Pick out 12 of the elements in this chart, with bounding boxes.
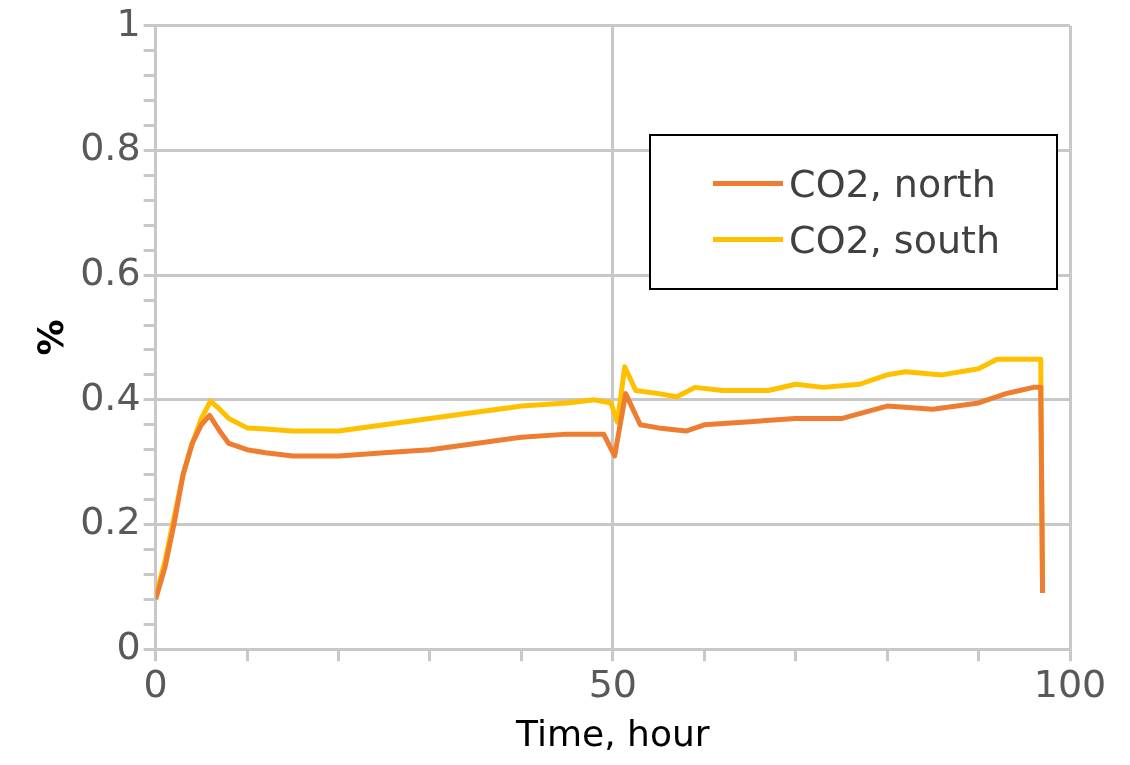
y-tick-label: 0: [116, 624, 141, 669]
legend-label: CO2, south: [789, 217, 1000, 262]
y-tick-label: 0.6: [80, 250, 141, 295]
y-tick-label: 0.4: [80, 374, 141, 419]
legend-label: CO2, north: [789, 161, 996, 206]
y-axis-title: %: [29, 319, 71, 356]
x-tick-label: 100: [1033, 661, 1107, 706]
y-tick-label: 1: [116, 0, 141, 45]
y-tick-label: 0.8: [80, 125, 141, 170]
x-axis-title: Time, hour: [515, 712, 710, 754]
x-tick-label: 50: [588, 661, 637, 706]
y-tick-label: 0.2: [80, 499, 141, 544]
